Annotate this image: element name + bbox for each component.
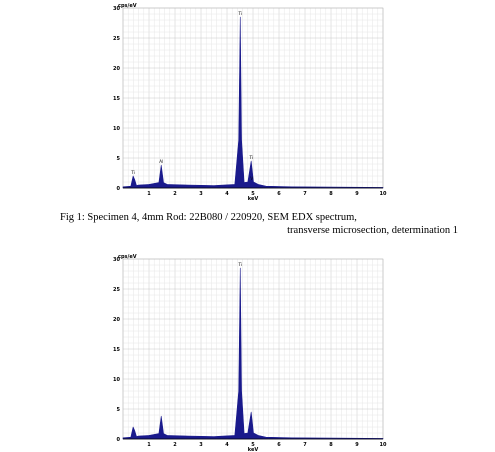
y-tick-label: 20: [113, 66, 120, 72]
x-tick-label: 7: [303, 442, 307, 448]
x-tick-label: 9: [355, 442, 359, 448]
x-tick-label: 5: [251, 191, 255, 197]
x-tick-label: 4: [225, 442, 229, 448]
x-tick-label: 8: [329, 442, 333, 448]
x-tick-label: 2: [173, 442, 177, 448]
x-tick-label: 2: [173, 191, 177, 197]
y-tick-label: 5: [117, 156, 121, 162]
y-tick-label: 10: [113, 126, 120, 132]
x-tick-label: 1: [147, 442, 151, 448]
x-tick-label: 3: [199, 442, 203, 448]
y-tick-label: 0: [117, 437, 121, 443]
peak-label: Ti: [130, 170, 134, 175]
y-tick-label: 20: [113, 317, 120, 323]
grid: [122, 258, 384, 440]
x-tick-label: 9: [355, 191, 359, 197]
y-tick-label: 15: [113, 347, 120, 353]
edx-spectrum-chart-1: cps/eV 0 5 10 15 20 25 30 1 2 3 4 5 6 7 8 9 10 keV Ti Al Ti T…: [110, 3, 390, 202]
peak-label: Ti: [238, 262, 242, 267]
x-tick-label: 1: [147, 191, 151, 197]
spectrum-series: [122, 16, 384, 189]
x-tick-label: 10: [380, 191, 387, 197]
y-tick-label: 25: [113, 287, 120, 293]
x-tick-label: 4: [225, 191, 229, 197]
x-tick-label: 10: [380, 442, 387, 448]
y-tick-label: 25: [113, 36, 120, 42]
peak-label: Ti: [238, 11, 242, 16]
x-axis-label: keV: [248, 447, 259, 452]
peak-label: Al: [159, 159, 163, 164]
y-unit-label: cps/eV: [118, 254, 137, 260]
y-tick-label: 15: [113, 96, 120, 102]
x-tick-label: 7: [303, 191, 307, 197]
y-tick-label: 0: [117, 186, 121, 192]
peak-label: V: [250, 176, 253, 181]
spectrum-plot: 0 5 10 15 20 25 30 1 2 3 4 5 6 7 8 9 10 keV Ti Al Ti Ti V: [113, 6, 387, 202]
y-unit-label: cps/eV: [118, 3, 137, 9]
x-tick-label: 8: [329, 191, 333, 197]
x-axis-label: keV: [248, 196, 259, 202]
figure-caption: Fig 1: Specimen 4, 4mm Rod: 22B080 / 220…: [60, 211, 460, 237]
caption-line-2: transverse microsection, determination 1: [287, 225, 458, 236]
y-tick-label: 30: [113, 6, 120, 12]
y-tick-label: 10: [113, 377, 120, 383]
x-tick-label: 6: [277, 442, 281, 448]
x-tick-label: 3: [199, 191, 203, 197]
y-tick-label: 30: [113, 257, 120, 263]
caption-line-1: Fig 1: Specimen 4, 4mm Rod: 22B080 / 220…: [60, 212, 357, 223]
x-tick-label: 6: [277, 191, 281, 197]
edx-spectrum-chart-2: cps/eV 0 5 10 15 20 25 30 1 2 3 4 5 6 7 8 9 10 keV Ti: [110, 254, 390, 452]
y-tick-label: 5: [117, 407, 121, 413]
peak-label: Ti: [248, 155, 252, 160]
